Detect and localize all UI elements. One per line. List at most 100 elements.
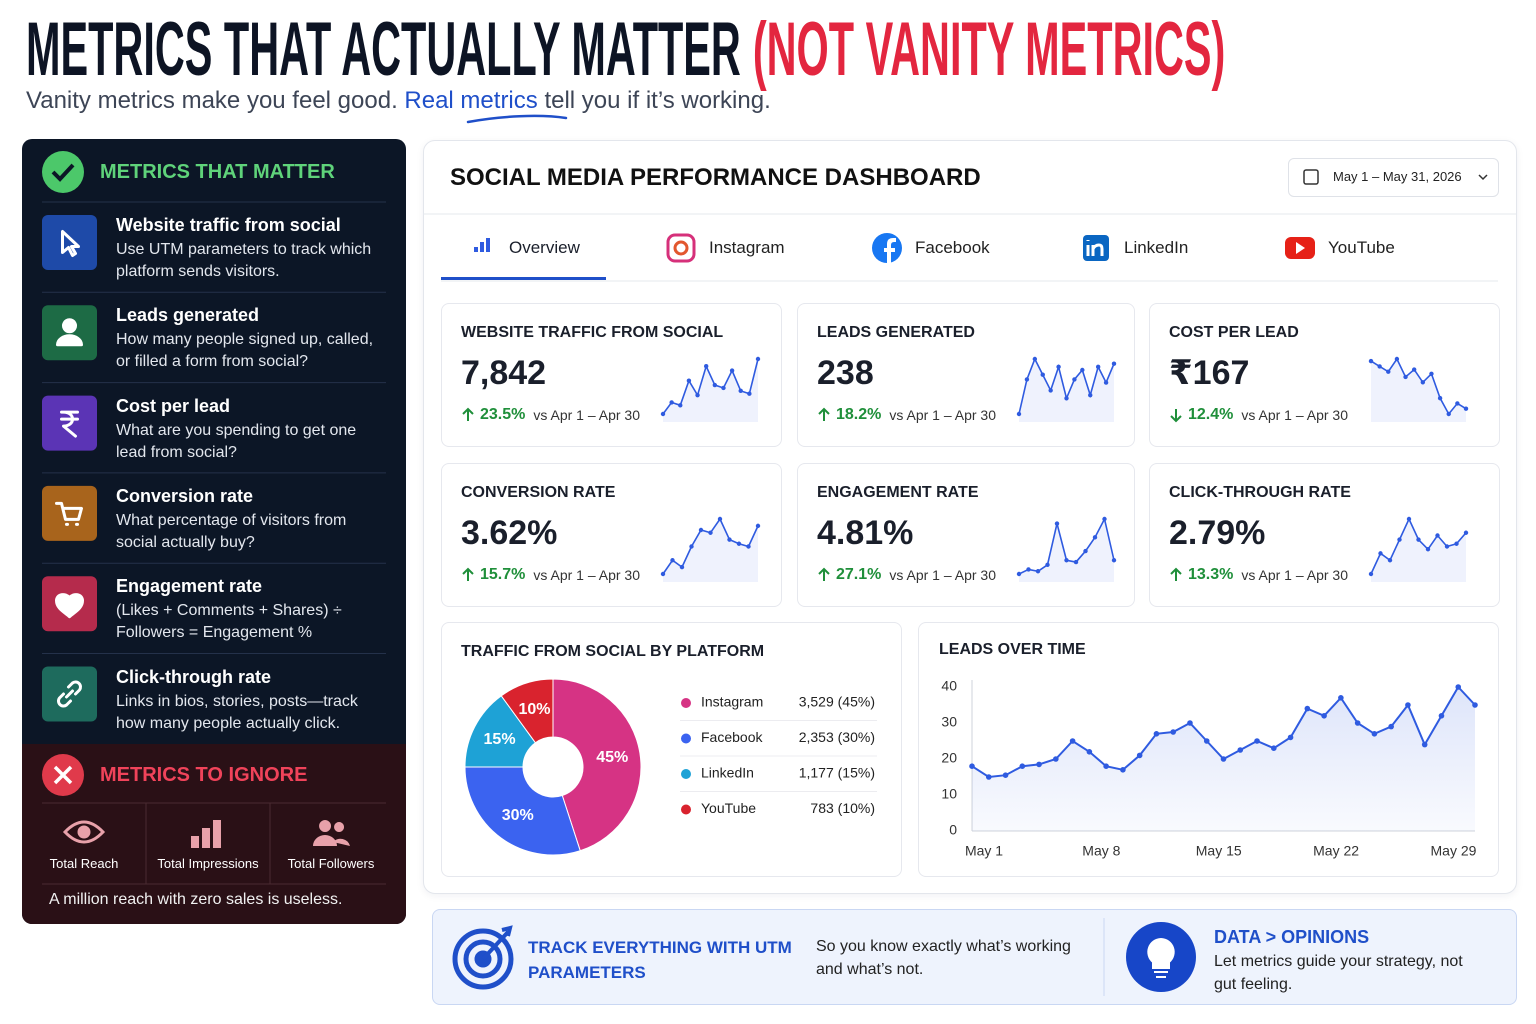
line-dot (1287, 734, 1294, 741)
sparkline-area (663, 519, 758, 582)
sparkline-dot (660, 571, 666, 577)
line-dot (1421, 741, 1428, 748)
sparkline-dot (1387, 558, 1393, 563)
kpi-value: 238 (817, 354, 874, 392)
kpi-change: 18.2% (836, 406, 882, 423)
trend-arrow-path (818, 407, 830, 421)
slice-label: 10% (518, 701, 550, 718)
calendar-icon (1303, 169, 1319, 185)
sparkline-dot (1454, 541, 1459, 546)
sparkline-dot (1411, 367, 1417, 372)
trend-arrow (462, 567, 474, 581)
ignore-heading: METRICS TO IGNORE (100, 764, 308, 786)
overview-icon (480, 242, 484, 252)
y-tick-label: 10 (941, 786, 957, 802)
matter-heading: METRICS THAT MATTER (100, 161, 335, 183)
bulb-icon (1147, 937, 1175, 978)
legend-name: Instagram (701, 694, 763, 710)
sparkline-dot (1103, 380, 1109, 385)
subtitle-end: tell you if it’s working. (544, 87, 771, 114)
kpi-card (1149, 463, 1500, 607)
legend-dot (681, 804, 691, 815)
line-title: LEADS OVER TIME (939, 641, 1086, 658)
legend-detail: 783 (10%) (810, 800, 875, 816)
sparkline-dot (695, 392, 700, 398)
kpi-value: 3.62% (461, 514, 558, 552)
sparkline-dot (1378, 551, 1383, 556)
sparkline-dot (1083, 548, 1088, 554)
date-picker[interactable] (1288, 158, 1499, 197)
kpi-compare: vs Apr 1 – Apr 30 (533, 407, 640, 423)
kpi-change: 27.1% (836, 566, 882, 583)
item-title: Cost per lead (116, 395, 231, 416)
sparkline-dot (689, 544, 694, 549)
y-tick-label: 30 (941, 714, 957, 730)
x-tick-label: May 15 (1196, 843, 1242, 859)
sparkline-dot (1463, 530, 1469, 535)
tab[interactable]: YouTube (1328, 238, 1395, 257)
kpi-card (441, 463, 782, 607)
legend-dot (681, 698, 691, 708)
kpi-change-row: 12.4% vs Apr 1 – Apr 30 (1169, 405, 1348, 425)
utm-title: TRACK EVERYTHING WITH UTM PARAMETERS (528, 938, 792, 982)
slice-label: 15% (484, 731, 516, 748)
sparkline-dot (1072, 377, 1077, 382)
tab[interactable]: Facebook (915, 238, 990, 257)
item-title: Website traffic from social (116, 215, 341, 235)
line-dot (969, 763, 975, 769)
page-title: METRICS THAT ACTUALLY MATTER (NOT VANITY … (26, 10, 1225, 90)
kpi-change-row: 15.7% vs Apr 1 – Apr 30 (461, 565, 640, 585)
legend-detail: 2,353 (30%) (799, 729, 875, 745)
date-range[interactable]: May 1 – May 31, 2026 (1333, 169, 1462, 184)
item-text: Use UTM parameters to track which platfo… (116, 241, 372, 280)
tab[interactable]: Instagram (709, 238, 785, 257)
legend-name: YouTube (701, 800, 756, 816)
kpi-title: COST PER LEAD (1169, 324, 1299, 341)
line-dot (1438, 713, 1445, 719)
facebook-f (884, 238, 896, 263)
line-dot (1321, 713, 1327, 719)
tab[interactable]: LinkedIn (1124, 238, 1189, 257)
overview-icon (474, 247, 478, 252)
slice-label: 45% (596, 749, 628, 766)
legend-detail: 1,177 (15%) (799, 765, 875, 781)
line-dot (1354, 720, 1361, 726)
data-title: DATA > OPINIONS (1214, 927, 1370, 947)
trend-arrow-path (1170, 567, 1182, 581)
tab[interactable]: Overview (509, 238, 580, 257)
trend-arrow (818, 567, 830, 581)
eye-pupil (77, 825, 91, 839)
kpi-card (797, 463, 1135, 607)
trend-arrow-path (462, 567, 474, 581)
sparkline-dot (1111, 558, 1117, 563)
kpi-change: 12.4% (1188, 406, 1234, 423)
kpi-value: ₹167 (1169, 354, 1250, 392)
people-icon (313, 820, 350, 846)
ignore-item: Total Followers (287, 856, 375, 871)
item-title: Leads generated (116, 305, 260, 326)
sparkline-dot (1040, 372, 1045, 377)
item-icon (55, 593, 84, 619)
trend-arrow-path (462, 407, 474, 421)
kpi-change: 23.5% (480, 406, 526, 423)
item-text: (Likes + Comments + Shares) ÷ Followers … (116, 602, 342, 642)
line-dot (1338, 695, 1344, 701)
legend-name: Facebook (701, 729, 763, 745)
sparkline-area (1019, 519, 1114, 582)
item-icon (55, 501, 83, 526)
sparkline-dot (1045, 562, 1050, 568)
sparkline-dot (678, 403, 683, 408)
bars-icon (202, 828, 210, 848)
sparkline-dot (660, 411, 666, 417)
eye-icon (62, 820, 106, 844)
icon-tile (42, 485, 97, 541)
line-dot (1254, 738, 1260, 744)
sparkline-dot (1394, 356, 1400, 362)
kpi-change-row: 27.1% vs Apr 1 – Apr 30 (817, 565, 996, 585)
bars-icon (191, 836, 199, 848)
sparkline-dot (669, 400, 674, 405)
donut-slice (464, 766, 581, 856)
kpi-compare: vs Apr 1 – Apr 30 (1241, 407, 1348, 423)
sparkline-dot (1435, 533, 1440, 538)
